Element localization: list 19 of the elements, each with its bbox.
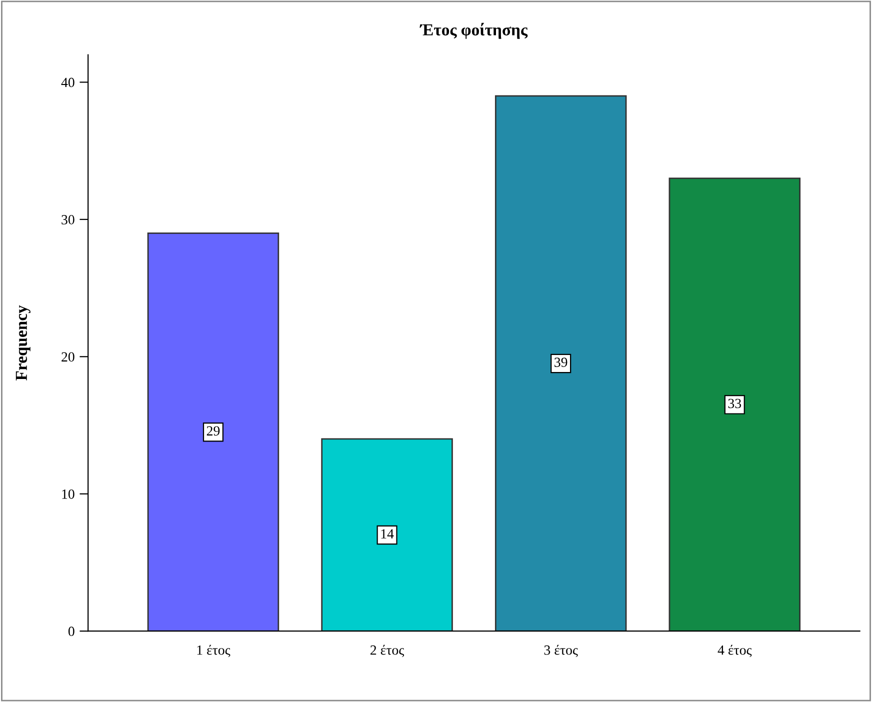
y-tick-label: 30 [62, 215, 74, 224]
x-tick-label: 4 έτος [718, 644, 752, 658]
x-tick-label: 1 έτος [197, 644, 230, 658]
bar [494, 95, 627, 632]
y-tick-label: 0 [68, 626, 74, 636]
y-tick-label: 40 [61, 78, 74, 88]
data-label: 39 [554, 358, 568, 367]
data-label: 33 [728, 398, 742, 408]
y-axis-title: Frequency [16, 305, 30, 380]
data-label: 14 [381, 529, 394, 538]
y-tick-label: 20 [62, 352, 74, 362]
bar [147, 232, 280, 632]
data-label: 29 [206, 426, 220, 436]
x-tick-label: 3 έτος [544, 644, 578, 658]
y-tick-label: 10 [62, 489, 74, 499]
bar [668, 178, 801, 632]
chart-title: Έτος φοίτησης [420, 22, 528, 39]
bar [321, 438, 453, 632]
x-tick-label: 2 έτος [370, 644, 404, 658]
